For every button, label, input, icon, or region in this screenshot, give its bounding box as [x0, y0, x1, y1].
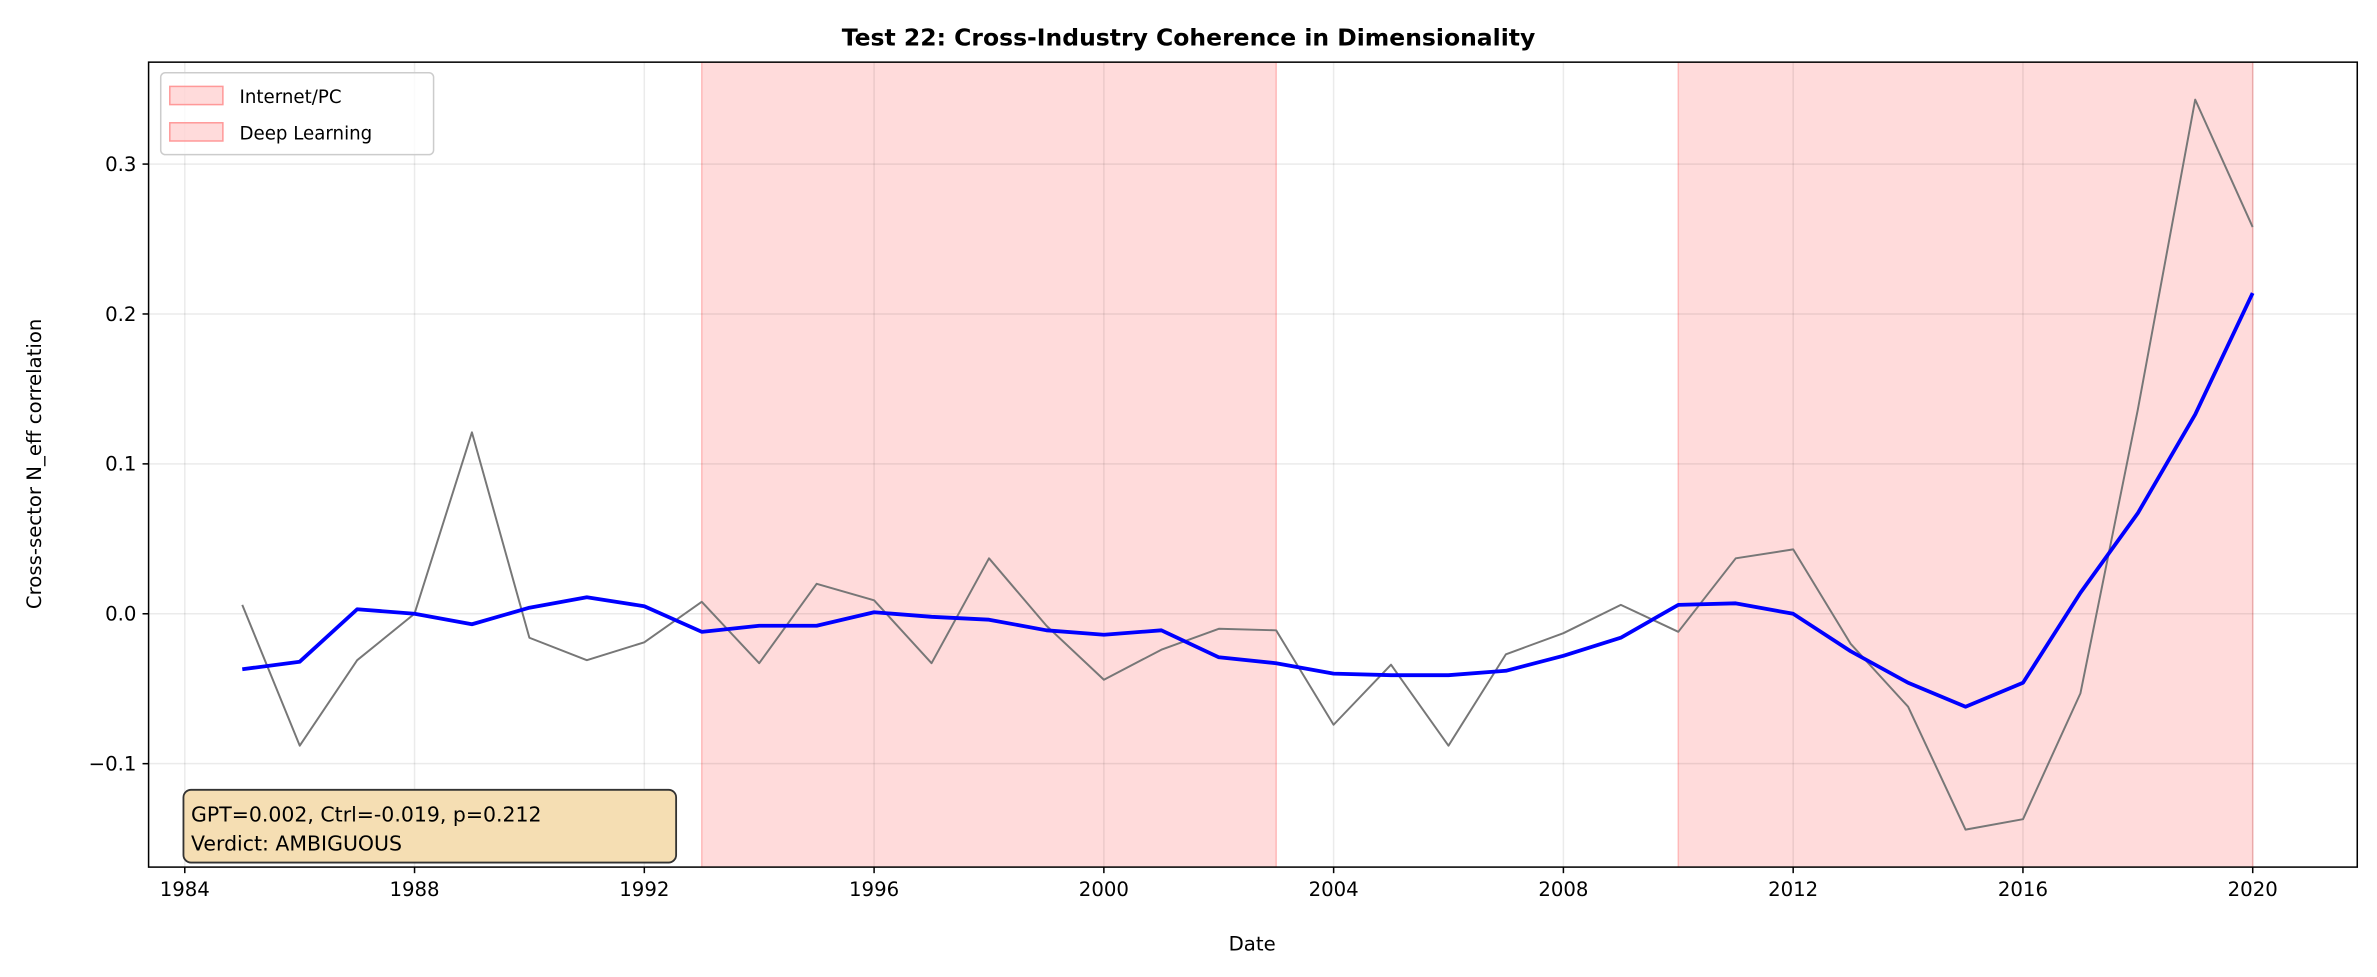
smoothed-series-line	[242, 292, 2255, 709]
legend-swatch-internet-pc	[169, 85, 224, 106]
x-tick-label: 2000	[1079, 878, 1129, 901]
y-tick-label: 0.3	[105, 153, 136, 176]
y-tick-label: 0.2	[105, 303, 136, 326]
shaded-region	[1678, 62, 2253, 868]
x-tick-label: 1996	[849, 878, 899, 901]
x-tick-label: 1984	[160, 878, 210, 901]
legend: Internet/PC Deep Learning	[159, 72, 435, 156]
x-axis-label: Date	[1229, 932, 1276, 955]
y-tick-label: −0.1	[89, 752, 137, 775]
x-tick-label: 2020	[2228, 878, 2278, 901]
chart-title: Test 22: Cross-Industry Coherence in Dim…	[842, 23, 1536, 51]
x-tick-label: 1992	[619, 878, 669, 901]
annotation-background	[182, 788, 678, 864]
annotation-box: GPT=0.002, Ctrl=-0.019, p=0.212 Verdict:…	[182, 788, 678, 864]
x-tick-label: 1988	[389, 878, 439, 901]
legend-label-internet-pc: Internet/PC	[240, 87, 342, 108]
axis-ticks: 1984 1988 1992 1996 2000 2004 2008 2012 2016 2020…	[89, 153, 2278, 901]
y-axis-label: Cross-sector N_eff correlation	[23, 319, 46, 610]
y-tick-label: 0.0	[105, 603, 136, 626]
shaded-regions	[701, 62, 2254, 868]
series-lines	[241, 98, 2255, 831]
grid	[148, 62, 2358, 868]
y-tick-label: 0.1	[105, 453, 136, 476]
x-tick-label: 2012	[1768, 878, 1818, 901]
legend-box	[159, 72, 435, 156]
x-tick-label: 2008	[1538, 878, 1588, 901]
x-tick-label: 2004	[1309, 878, 1359, 901]
legend-label-deep-learning: Deep Learning	[240, 123, 373, 144]
annotation-stats: GPT=0.002, Ctrl=-0.019, p=0.212	[191, 803, 542, 827]
shaded-region	[701, 62, 1277, 868]
annotation-verdict: Verdict: AMBIGUOUS	[191, 831, 402, 855]
legend-swatch-deep-learning	[169, 122, 224, 142]
raw-series-line	[241, 98, 2254, 831]
x-tick-label: 2016	[1998, 878, 2048, 901]
